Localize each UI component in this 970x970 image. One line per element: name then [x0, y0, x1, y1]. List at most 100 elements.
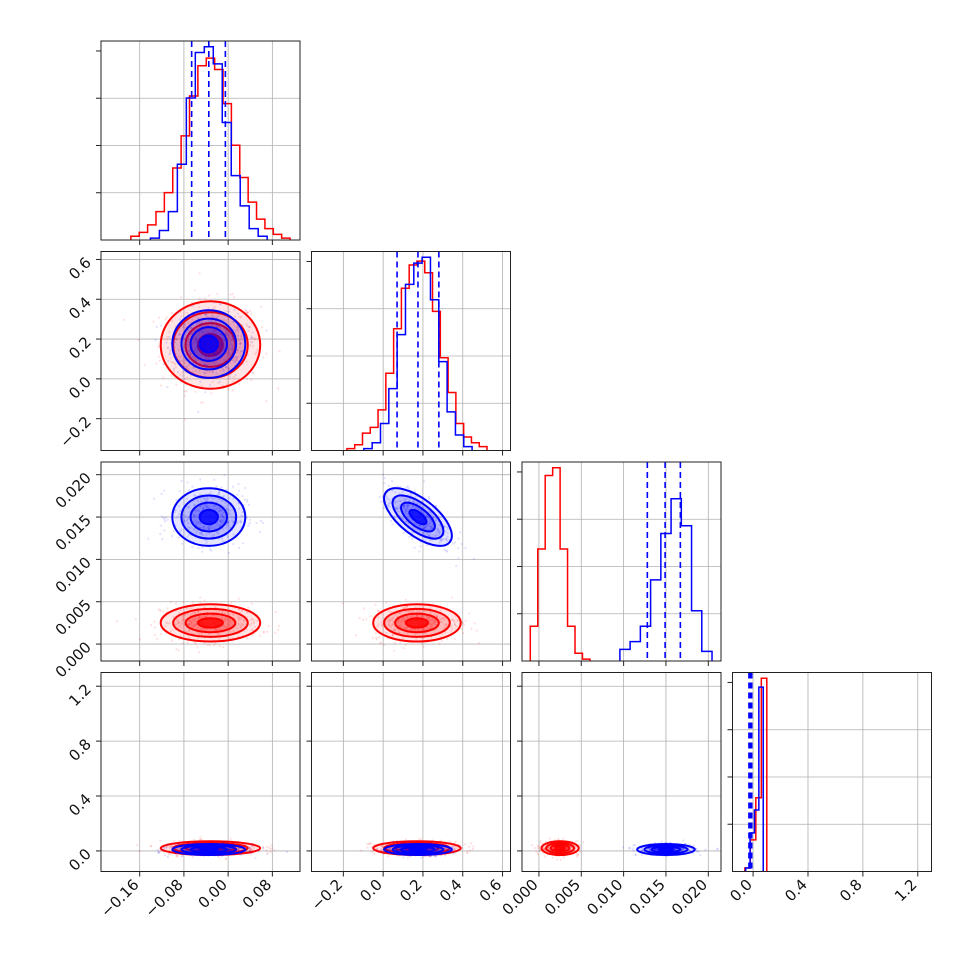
scatter-point	[199, 325, 202, 328]
scatter-point	[243, 618, 246, 621]
scatter-point	[198, 493, 201, 496]
scatter-point	[220, 617, 223, 620]
scatter-point	[262, 847, 265, 850]
scatter-point	[362, 618, 365, 622]
scatter-point	[395, 507, 398, 510]
scatter-point	[228, 848, 231, 851]
scatter-point	[420, 509, 423, 512]
scatter-point	[232, 542, 235, 546]
scatter-point	[205, 313, 208, 316]
scatter-point	[192, 513, 195, 516]
scatter-point	[413, 527, 416, 530]
scatter-point	[212, 505, 215, 508]
scatter-point	[388, 621, 391, 624]
scatter-point	[538, 845, 541, 848]
scatter-point	[430, 623, 433, 626]
scatter-point	[435, 848, 439, 851]
scatter-point	[229, 620, 232, 623]
scatter-point	[236, 348, 239, 351]
scatter-point	[225, 524, 229, 527]
scatter-point	[421, 532, 424, 535]
scatter-point	[199, 838, 202, 841]
scatter-point	[246, 615, 249, 618]
scatter-point	[403, 626, 406, 629]
scatter-point	[421, 642, 424, 645]
scatter-point	[219, 525, 222, 528]
scatter-point	[250, 628, 253, 631]
scatter-point	[420, 614, 423, 617]
scatter-point	[235, 350, 239, 353]
scatter-point	[217, 494, 220, 497]
scatter-point	[243, 843, 246, 846]
scatter-point	[366, 843, 369, 846]
scatter-point	[413, 633, 416, 636]
scatter-point	[216, 352, 219, 355]
scatter-point	[240, 315, 243, 318]
scatter-point	[206, 365, 209, 368]
scatter-point	[229, 361, 232, 364]
scatter-point	[228, 353, 231, 356]
scatter-point	[138, 850, 141, 853]
scatter-point	[221, 499, 224, 502]
scatter-point	[428, 522, 431, 525]
scatter-point	[249, 309, 252, 312]
scatter-point	[189, 620, 192, 623]
scatter-point	[415, 614, 419, 618]
scatter-point	[237, 848, 240, 851]
scatter-point	[245, 360, 248, 363]
scatter-point	[543, 855, 547, 858]
scatter-point	[461, 621, 464, 624]
scatter-point	[194, 338, 198, 341]
scatter-point	[219, 346, 222, 349]
scatter-point	[194, 494, 197, 497]
scatter-point	[175, 843, 178, 846]
scatter-point	[248, 326, 251, 329]
scatter-point	[194, 514, 197, 517]
scatter-point	[204, 355, 207, 359]
scatter-point	[183, 390, 187, 393]
scatter-point	[413, 490, 416, 493]
scatter-point	[405, 615, 408, 618]
scatter-point	[432, 516, 435, 519]
scatter-point	[139, 638, 142, 641]
scatter-point	[389, 848, 392, 852]
scatter-point	[454, 850, 458, 854]
scatter-point	[251, 345, 254, 348]
scatter-point	[191, 612, 194, 615]
scatter-point	[428, 855, 431, 858]
scatter-point	[387, 849, 390, 852]
scatter-point	[229, 331, 232, 334]
scatter-point	[432, 622, 435, 625]
panel-plot-area	[101, 462, 300, 661]
scatter-point	[208, 353, 211, 356]
scatter-point	[221, 515, 224, 518]
scatter-point	[212, 353, 215, 356]
scatter-point	[387, 484, 390, 487]
scatter-point	[204, 504, 208, 508]
scatter-point	[270, 844, 273, 847]
scatter-point	[238, 339, 241, 342]
scatter-point	[241, 542, 245, 545]
scatter-point	[392, 616, 395, 619]
y-tick-label: 0.0	[65, 845, 95, 875]
y-tick-label: 1.2	[65, 680, 95, 710]
scatter-point	[385, 631, 388, 634]
scatter-point	[277, 624, 280, 627]
scatter-point	[547, 846, 550, 849]
scatter-point	[413, 546, 416, 549]
scatter-point	[216, 507, 219, 510]
scatter-point	[435, 534, 438, 537]
scatter-point	[399, 620, 402, 624]
scatter-point	[178, 333, 181, 336]
scatter-point	[438, 530, 441, 533]
scatter-point	[246, 498, 249, 501]
scatter-point	[408, 535, 411, 538]
scatter-point	[391, 634, 394, 637]
scatter-point	[206, 507, 209, 510]
scatter-point	[454, 840, 457, 843]
scatter-point	[221, 537, 224, 540]
scatter-point	[231, 350, 235, 353]
scatter-point	[165, 847, 168, 850]
scatter-point	[239, 624, 242, 627]
scatter-point	[444, 631, 447, 634]
